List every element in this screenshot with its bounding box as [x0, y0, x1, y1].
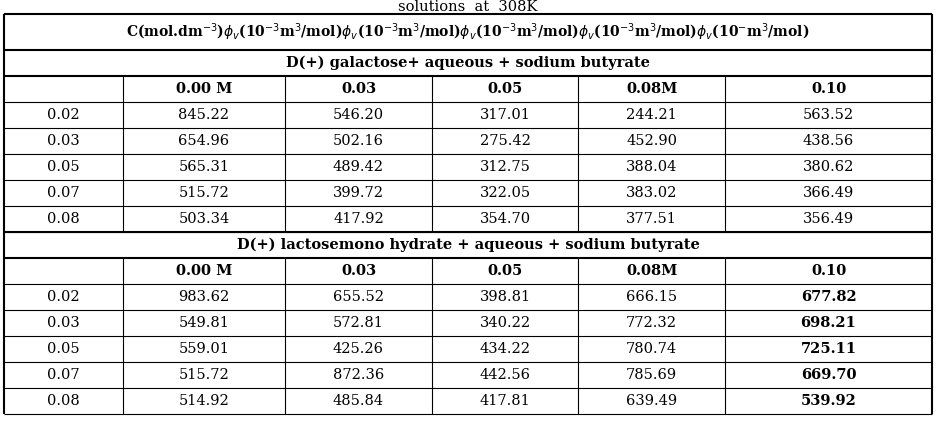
Text: D(+) lactosemono hydrate + aqueous + sodium butyrate: D(+) lactosemono hydrate + aqueous + sod… [237, 238, 699, 252]
Text: C(mol.dm$^{-3}$)$\phi_v$(10$^{-3}$m$^3$/mol)$\phi_v$(10$^{-3}$m$^3$/mol)$\phi_v$: C(mol.dm$^{-3}$)$\phi_v$(10$^{-3}$m$^3$/… [126, 21, 810, 43]
Text: 563.52: 563.52 [803, 108, 854, 122]
Text: 655.52: 655.52 [333, 290, 384, 304]
Text: 0.08: 0.08 [47, 212, 80, 226]
Text: 322.05: 322.05 [479, 186, 531, 200]
Text: 275.42: 275.42 [479, 134, 531, 148]
Text: 0.07: 0.07 [47, 368, 80, 382]
Text: 356.49: 356.49 [803, 212, 854, 226]
Text: 434.22: 434.22 [479, 342, 531, 356]
Text: 772.32: 772.32 [626, 316, 678, 330]
Text: 399.72: 399.72 [333, 186, 384, 200]
Text: 639.49: 639.49 [626, 394, 678, 408]
Text: 0.05: 0.05 [488, 264, 522, 278]
Text: 417.92: 417.92 [333, 212, 384, 226]
Text: 780.74: 780.74 [626, 342, 678, 356]
Text: 0.05: 0.05 [47, 160, 80, 174]
Text: 654.96: 654.96 [179, 134, 229, 148]
Text: 388.04: 388.04 [626, 160, 678, 174]
Text: 452.90: 452.90 [626, 134, 678, 148]
Text: 559.01: 559.01 [179, 342, 229, 356]
Text: solutions  at  308K: solutions at 308K [398, 0, 538, 14]
Text: 377.51: 377.51 [626, 212, 677, 226]
Text: 0.03: 0.03 [47, 316, 80, 330]
Text: 485.84: 485.84 [333, 394, 384, 408]
Text: 539.92: 539.92 [800, 394, 856, 408]
Text: 354.70: 354.70 [479, 212, 531, 226]
Text: 0.08M: 0.08M [626, 264, 678, 278]
Text: 666.15: 666.15 [626, 290, 678, 304]
Text: 698.21: 698.21 [800, 316, 856, 330]
Text: 845.22: 845.22 [179, 108, 229, 122]
Text: 398.81: 398.81 [479, 290, 531, 304]
Text: 0.00 M: 0.00 M [176, 82, 232, 96]
Text: 340.22: 340.22 [479, 316, 531, 330]
Text: 442.56: 442.56 [479, 368, 531, 382]
Text: 0.10: 0.10 [811, 264, 846, 278]
Text: 515.72: 515.72 [179, 186, 229, 200]
Text: 0.07: 0.07 [47, 186, 80, 200]
Text: 425.26: 425.26 [333, 342, 384, 356]
Text: 514.92: 514.92 [179, 394, 229, 408]
Text: 0.02: 0.02 [47, 290, 80, 304]
Text: 549.81: 549.81 [179, 316, 229, 330]
Text: 380.62: 380.62 [803, 160, 855, 174]
Text: 515.72: 515.72 [179, 368, 229, 382]
Text: 0.00 M: 0.00 M [176, 264, 232, 278]
Text: 0.05: 0.05 [488, 82, 522, 96]
Text: 503.34: 503.34 [179, 212, 229, 226]
Text: 677.82: 677.82 [800, 290, 856, 304]
Text: 0.03: 0.03 [341, 264, 376, 278]
Text: 0.03: 0.03 [341, 82, 376, 96]
Text: 565.31: 565.31 [179, 160, 229, 174]
Text: D(+) galactose+ aqueous + sodium butyrate: D(+) galactose+ aqueous + sodium butyrat… [286, 56, 650, 70]
Text: 546.20: 546.20 [333, 108, 384, 122]
Text: 0.02: 0.02 [47, 108, 80, 122]
Text: 366.49: 366.49 [803, 186, 855, 200]
Text: 312.75: 312.75 [479, 160, 531, 174]
Text: 0.08: 0.08 [47, 394, 80, 408]
Text: 489.42: 489.42 [333, 160, 384, 174]
Text: 438.56: 438.56 [803, 134, 855, 148]
Text: 0.03: 0.03 [47, 134, 80, 148]
Text: 0.05: 0.05 [47, 342, 80, 356]
Text: 417.81: 417.81 [480, 394, 531, 408]
Text: 669.70: 669.70 [801, 368, 856, 382]
Text: 502.16: 502.16 [333, 134, 384, 148]
Text: 983.62: 983.62 [179, 290, 229, 304]
Text: 0.10: 0.10 [811, 82, 846, 96]
Text: 317.01: 317.01 [479, 108, 531, 122]
Text: 244.21: 244.21 [626, 108, 677, 122]
Text: 785.69: 785.69 [626, 368, 678, 382]
Text: 725.11: 725.11 [800, 342, 856, 356]
Text: 572.81: 572.81 [333, 316, 384, 330]
Text: 383.02: 383.02 [626, 186, 678, 200]
Text: 0.08M: 0.08M [626, 82, 678, 96]
Text: 872.36: 872.36 [333, 368, 384, 382]
